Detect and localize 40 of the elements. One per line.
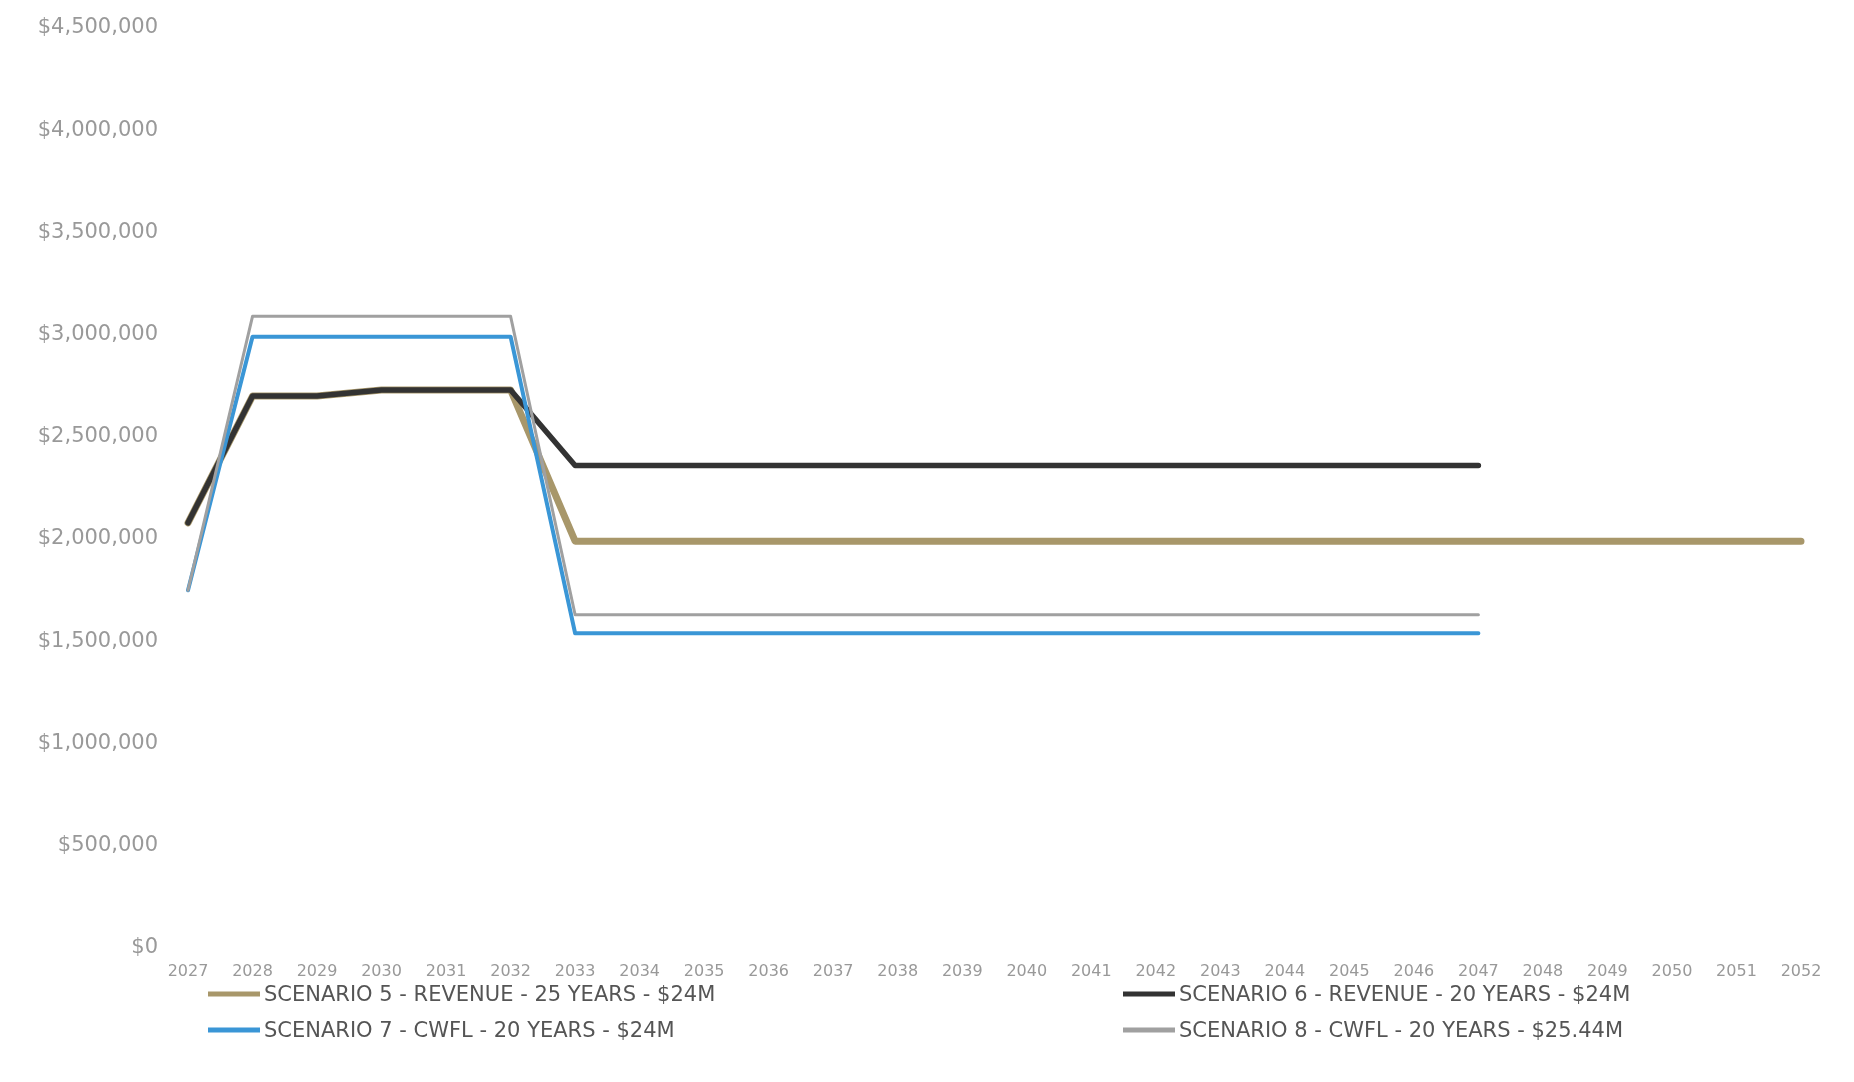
x-tick-label: 2037 (812, 961, 854, 980)
legend-label: SCENARIO 8 - CWFL - 20 YEARS - $25.44M (1179, 1018, 1624, 1043)
x-tick-label: 2028 (232, 961, 273, 980)
y-tick-label: $2,000,000 (37, 525, 158, 550)
x-tick-label: 2047 (1458, 961, 1499, 980)
x-tick-label: 2044 (1264, 961, 1306, 980)
x-tick-label: 2042 (1135, 961, 1177, 980)
x-tick-label: 2049 (1587, 961, 1628, 980)
legend-label: SCENARIO 7 - CWFL - 20 YEARS - $24M (264, 1018, 675, 1043)
x-tick-label: 2050 (1651, 961, 1693, 980)
x-tick-label: 2033 (554, 961, 596, 980)
x-tick-label: 2036 (748, 961, 790, 980)
x-tick-label: 2043 (1199, 961, 1241, 980)
y-tick-label: $1,000,000 (37, 729, 158, 754)
y-tick-label: $3,000,000 (37, 321, 158, 346)
x-tick-label: 2048 (1522, 961, 1564, 980)
x-tick-label: 2051 (1716, 961, 1757, 980)
x-tick-label: 2035 (683, 961, 725, 980)
x-tick-label: 2034 (619, 961, 660, 980)
y-tick-label: $500,000 (57, 832, 158, 857)
y-tick-label: $2,500,000 (37, 423, 158, 448)
x-tick-label: 2029 (296, 961, 338, 980)
legend-label: SCENARIO 6 - REVENUE - 20 YEARS - $24M (1179, 982, 1631, 1007)
y-tick-label: $4,500,000 (37, 14, 158, 39)
x-tick-label: 2040 (1006, 961, 1048, 980)
y-tick-label: $1,500,000 (37, 627, 158, 652)
y-tick-label: $0 (131, 934, 158, 959)
y-tick-label: $3,500,000 (37, 218, 158, 243)
x-tick-label: 2027 (167, 961, 209, 980)
y-tick-label: $4,000,000 (37, 116, 158, 141)
x-tick-label: 2045 (1329, 961, 1370, 980)
x-tick-label: 2032 (490, 961, 531, 980)
x-tick-label: 2030 (361, 961, 402, 980)
x-tick-label: 2038 (877, 961, 919, 980)
x-tick-label: 2031 (425, 961, 467, 980)
x-tick-label: 2052 (1780, 961, 1822, 980)
x-tick-label: 2046 (1393, 961, 1435, 980)
x-tick-label: 2041 (1070, 961, 1112, 980)
legend-label: SCENARIO 5 - REVENUE - 25 YEARS - $24M (264, 982, 716, 1007)
x-tick-label: 2039 (941, 961, 983, 980)
